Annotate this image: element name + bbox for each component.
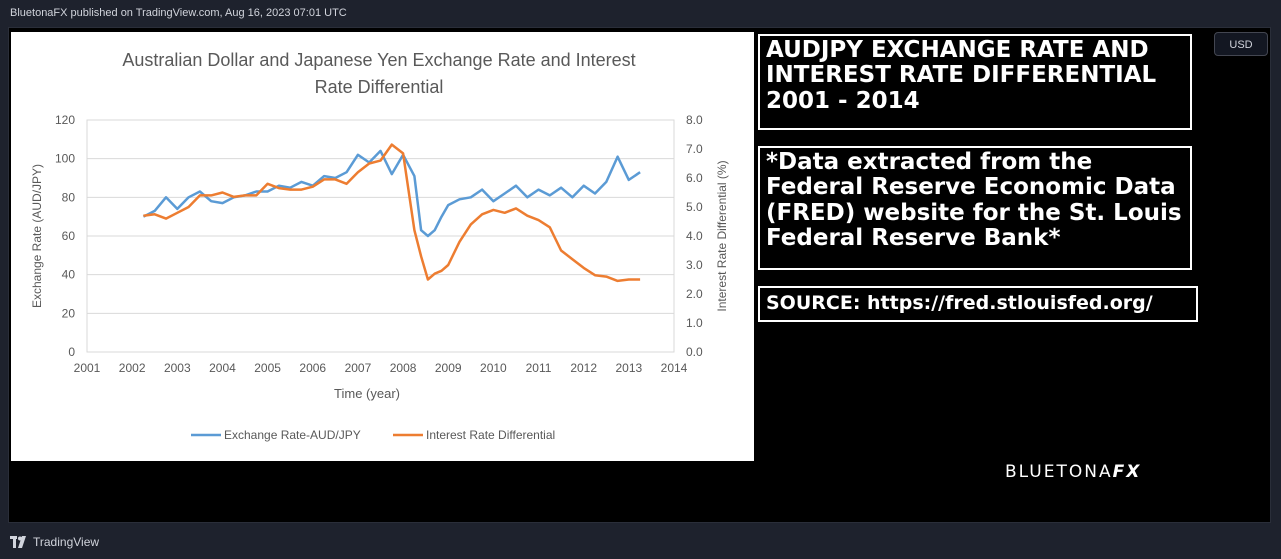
y-tick-label-left: 0 — [68, 345, 75, 359]
tradingview-logo-icon[interactable] — [10, 536, 30, 548]
legend: Exchange Rate-AUD/JPY Interest Rate Diff… — [191, 428, 555, 442]
x-tick-label: 2013 — [615, 361, 642, 375]
footer-bar: TradingView — [0, 527, 1281, 559]
y-tick-label-right: 8.0 — [686, 113, 703, 127]
y-axis-label-right: Interest Rate Differential (%) — [715, 160, 729, 311]
x-axis-label: Time (year) — [334, 386, 400, 401]
x-tick-label: 2006 — [299, 361, 326, 375]
currency-button[interactable]: USD — [1214, 32, 1268, 56]
y-tick-label-right: 2.0 — [686, 287, 703, 301]
y-tick-label-right: 5.0 — [686, 200, 703, 214]
series-line-interest-rate-differential — [143, 143, 641, 283]
x-tick-label: 2004 — [209, 361, 236, 375]
title-textbox[interactable]: AUDJPY EXCHANGE RATE AND INTEREST RATE D… — [758, 34, 1192, 130]
source-textbox[interactable]: SOURCE: https://fred.stlouisfed.org/ — [758, 286, 1198, 322]
y-tick-label-left: 40 — [62, 268, 76, 282]
legend-label-interest-rate: Interest Rate Differential — [426, 428, 555, 442]
y-axis-label-left: Exchange Rate (AUD/JPY) — [30, 164, 44, 308]
y-tick-label-left: 80 — [62, 190, 76, 204]
series-lines — [142, 143, 641, 283]
chart-title-line1: Australian Dollar and Japanese Yen Excha… — [122, 50, 635, 70]
brand-logo-part1: BLUETONA — [1005, 462, 1113, 482]
chart-title-line2: Rate Differential — [315, 77, 444, 97]
x-tick-label: 2008 — [390, 361, 417, 375]
y-tick-label-right: 4.0 — [686, 229, 703, 243]
y-tick-label-right: 3.0 — [686, 258, 703, 272]
y-tick-label-right: 7.0 — [686, 142, 703, 156]
y-tick-label-left: 120 — [55, 113, 75, 127]
x-tick-label: 2010 — [480, 361, 507, 375]
x-tick-label: 2011 — [526, 361, 552, 375]
tradingview-label[interactable]: TradingView — [33, 535, 100, 549]
x-tick-label: 2005 — [254, 361, 281, 375]
y-tick-label-right: 0.0 — [686, 345, 703, 359]
x-tick-label: 2002 — [119, 361, 146, 375]
legend-label-exchange-rate: Exchange Rate-AUD/JPY — [224, 428, 361, 442]
y-tick-label-left: 60 — [62, 229, 76, 243]
x-tick-label: 2014 — [661, 361, 688, 375]
note-textbox[interactable]: *Data extracted from the Federal Reserve… — [758, 146, 1192, 270]
publisher-header: BluetonaFX published on TradingView.com,… — [0, 0, 1281, 27]
brand-logo: BLUETONAFX — [1005, 462, 1141, 482]
y-tick-label-left: 20 — [62, 306, 76, 320]
x-tick-label: 2009 — [435, 361, 462, 375]
grid-lines — [86, 119, 675, 353]
y-tick-label-right: 1.0 — [686, 316, 703, 330]
brand-logo-part2: FX — [1112, 462, 1142, 482]
y-tick-label-left: 100 — [55, 152, 75, 166]
x-tick-label: 2012 — [570, 361, 597, 375]
x-tick-label: 2001 — [74, 361, 101, 375]
x-tick-label: 2003 — [164, 361, 191, 375]
line-chart: Australian Dollar and Japanese Yen Excha… — [30, 50, 729, 442]
y-tick-label-right: 6.0 — [686, 171, 703, 185]
embedded-chart-image: Australian Dollar and Japanese Yen Excha… — [11, 32, 754, 461]
axis-ticks: 0 20 40 60 80 100 120 0.0 1.0 2.0 3.0 4.0 5.0 6.0 7.0 8… — [55, 113, 703, 375]
x-tick-label: 2007 — [345, 361, 372, 375]
